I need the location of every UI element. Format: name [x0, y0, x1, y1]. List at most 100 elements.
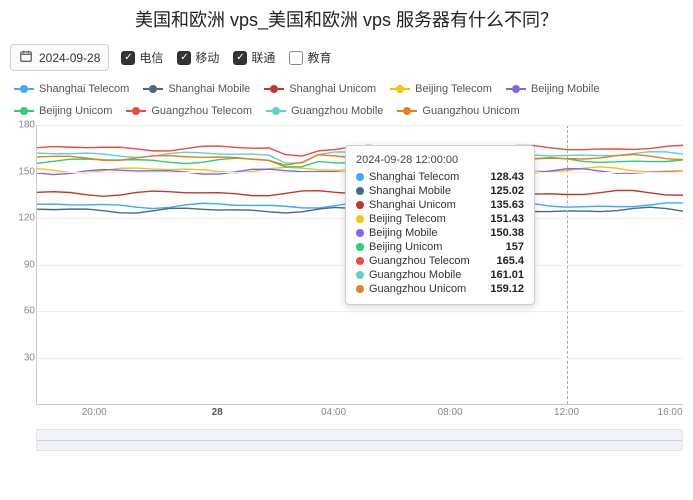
- legend-label: Beijing Unicom: [39, 105, 112, 117]
- legend-marker: [14, 85, 34, 93]
- tooltip-value: 165.4: [496, 255, 524, 267]
- page-title: 美国和欧洲 vps_美国和欧洲 vps 服务器有什么不同？: [0, 0, 693, 38]
- tooltip-value: 128.43: [490, 171, 524, 183]
- tooltip-value: 125.02: [490, 185, 524, 197]
- chart-legend: Shanghai Telecom Shanghai Mobile Shanghai …: [0, 79, 693, 125]
- tooltip-dot: [356, 285, 364, 293]
- legend-label: Shanghai Telecom: [39, 83, 129, 95]
- filter-label: 教育: [307, 49, 331, 66]
- grid-line: [37, 125, 683, 126]
- legend-marker: [14, 107, 34, 115]
- calendar-icon: [19, 49, 33, 66]
- x-tick: 16:00: [658, 407, 683, 418]
- tooltip-value: 159.12: [490, 283, 524, 295]
- checkbox-icon: [121, 51, 135, 65]
- legend-item[interactable]: Beijing Unicom: [14, 105, 112, 117]
- tooltip-value: 150.38: [490, 227, 524, 239]
- tooltip-series-name: Guangzhou Telecom: [369, 255, 470, 267]
- legend-marker: [126, 107, 146, 115]
- tooltip-row: Shanghai Mobile 125.02: [356, 184, 524, 198]
- controls-bar: 2024-09-28 电信 移动 联通 教育: [0, 38, 693, 79]
- filter-移动[interactable]: 移动: [177, 49, 219, 66]
- legend-marker: [266, 107, 286, 115]
- legend-marker: [397, 107, 417, 115]
- legend-marker: [506, 85, 526, 93]
- legend-label: Shanghai Mobile: [168, 83, 250, 95]
- grid-line: [37, 311, 683, 312]
- isp-filters: 电信 移动 联通 教育: [121, 49, 331, 66]
- tooltip-time: 2024-09-28 12:00:00: [356, 154, 524, 166]
- tooltip-dot: [356, 187, 364, 195]
- tooltip-row: Shanghai Telecom 128.43: [356, 170, 524, 184]
- filter-教育[interactable]: 教育: [289, 49, 331, 66]
- overview-strip[interactable]: [36, 429, 683, 451]
- tooltip-value: 161.01: [490, 269, 524, 281]
- tooltip-value: 157: [506, 241, 524, 253]
- legend-item[interactable]: Guangzhou Unicom: [397, 105, 519, 117]
- x-tick: 04:00: [321, 407, 346, 418]
- tooltip-series-name: Beijing Telecom: [369, 213, 446, 225]
- y-tick: 60: [7, 306, 35, 317]
- tooltip-dot: [356, 257, 364, 265]
- legend-marker: [390, 85, 410, 93]
- y-tick: 90: [7, 259, 35, 270]
- x-tick: 20:00: [82, 407, 107, 418]
- x-tick: 08:00: [438, 407, 463, 418]
- legend-label: Beijing Telecom: [415, 83, 492, 95]
- x-axis: 20:00 28 04:00 08:00 12:00 16:00: [36, 405, 683, 423]
- filter-label: 移动: [195, 49, 219, 66]
- date-picker[interactable]: 2024-09-28: [10, 44, 109, 71]
- tooltip-dot: [356, 271, 364, 279]
- y-tick: 120: [7, 213, 35, 224]
- tooltip-value: 135.63: [490, 199, 524, 211]
- legend-marker: [143, 85, 163, 93]
- x-tick: 28: [212, 407, 223, 418]
- grid-line: [37, 358, 683, 359]
- filter-电信[interactable]: 电信: [121, 49, 163, 66]
- checkbox-icon: [177, 51, 191, 65]
- tooltip-row: Guangzhou Telecom 165.4: [356, 254, 524, 268]
- y-tick: 150: [7, 166, 35, 177]
- tooltip-row: Beijing Telecom 151.43: [356, 212, 524, 226]
- tooltip-dot: [356, 229, 364, 237]
- y-axis: 306090120150180: [7, 125, 35, 404]
- tooltip-series-name: Shanghai Mobile: [369, 185, 451, 197]
- legend-label: Guangzhou Unicom: [422, 105, 519, 117]
- filter-label: 电信: [139, 49, 163, 66]
- tooltip-row: Guangzhou Unicom 159.12: [356, 282, 524, 296]
- filter-label: 联通: [251, 49, 275, 66]
- tooltip-row: Guangzhou Mobile 161.01: [356, 268, 524, 282]
- legend-item[interactable]: Guangzhou Mobile: [266, 105, 383, 117]
- tooltip-series-name: Beijing Mobile: [369, 227, 437, 239]
- tooltip-dot: [356, 173, 364, 181]
- tooltip-series-name: Beijing Unicom: [369, 241, 442, 253]
- legend-label: Guangzhou Mobile: [291, 105, 383, 117]
- legend-item[interactable]: Guangzhou Telecom: [126, 105, 252, 117]
- tooltip-series-name: Guangzhou Mobile: [369, 269, 461, 281]
- tooltip-dot: [356, 201, 364, 209]
- tooltip-value: 151.43: [490, 213, 524, 225]
- tooltip-row: Beijing Unicom 157: [356, 240, 524, 254]
- x-tick: 12:00: [554, 407, 579, 418]
- y-tick: 30: [7, 352, 35, 363]
- legend-item[interactable]: Beijing Telecom: [390, 83, 492, 95]
- legend-label: Guangzhou Telecom: [151, 105, 252, 117]
- date-value: 2024-09-28: [39, 51, 100, 65]
- legend-item[interactable]: Beijing Mobile: [506, 83, 599, 95]
- legend-marker: [264, 85, 284, 93]
- legend-label: Beijing Mobile: [531, 83, 599, 95]
- y-tick: 180: [7, 120, 35, 131]
- checkbox-icon: [233, 51, 247, 65]
- tooltip-series-name: Shanghai Unicom: [369, 199, 456, 211]
- filter-联通[interactable]: 联通: [233, 49, 275, 66]
- overview-baseline: [37, 440, 682, 441]
- chart-tooltip: 2024-09-28 12:00:00 Shanghai Telecom 128.…: [345, 145, 535, 305]
- tooltip-row: Shanghai Unicom 135.63: [356, 198, 524, 212]
- legend-item[interactable]: Shanghai Telecom: [14, 83, 129, 95]
- tooltip-series-name: Guangzhou Unicom: [369, 283, 466, 295]
- tooltip-series-name: Shanghai Telecom: [369, 171, 459, 183]
- checkbox-icon: [289, 51, 303, 65]
- legend-item[interactable]: Shanghai Unicom: [264, 83, 376, 95]
- tooltip-row: Beijing Mobile 150.38: [356, 226, 524, 240]
- legend-item[interactable]: Shanghai Mobile: [143, 83, 250, 95]
